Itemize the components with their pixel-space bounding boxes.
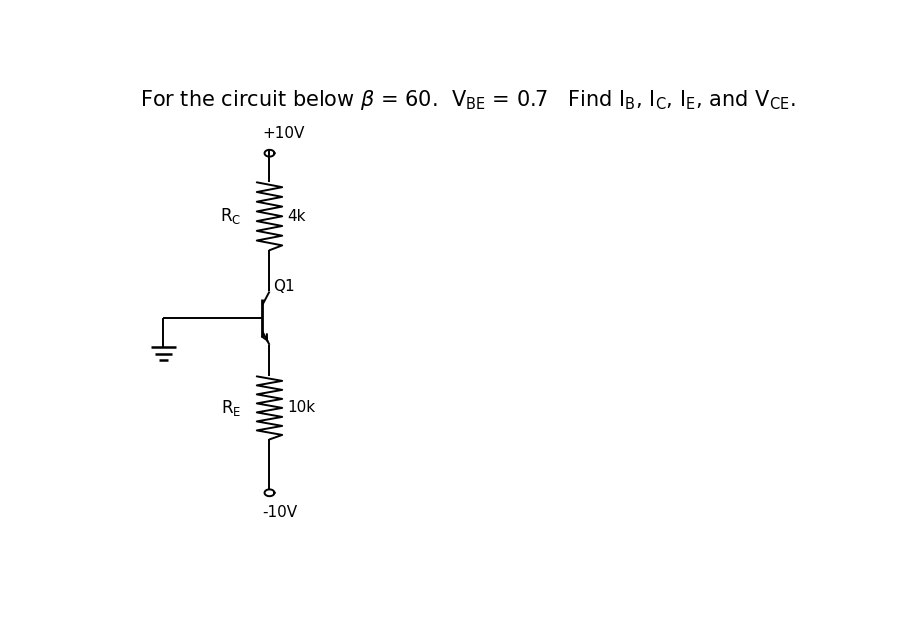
Text: For the circuit below $\beta$ = 60.  V$_{\mathrm{BE}}$ = 0.7   Find I$_{\mathrm{: For the circuit below $\beta$ = 60. V$_{… [139, 88, 794, 112]
Text: R$_{\mathrm{E}}$: R$_{\mathrm{E}}$ [220, 398, 241, 418]
Text: -10V: -10V [262, 505, 297, 520]
Text: Q1: Q1 [272, 279, 294, 294]
Text: 4k: 4k [287, 209, 305, 224]
Text: 10k: 10k [287, 401, 315, 415]
Text: +10V: +10V [262, 126, 304, 141]
Text: R$_{\mathrm{C}}$: R$_{\mathrm{C}}$ [220, 206, 241, 226]
